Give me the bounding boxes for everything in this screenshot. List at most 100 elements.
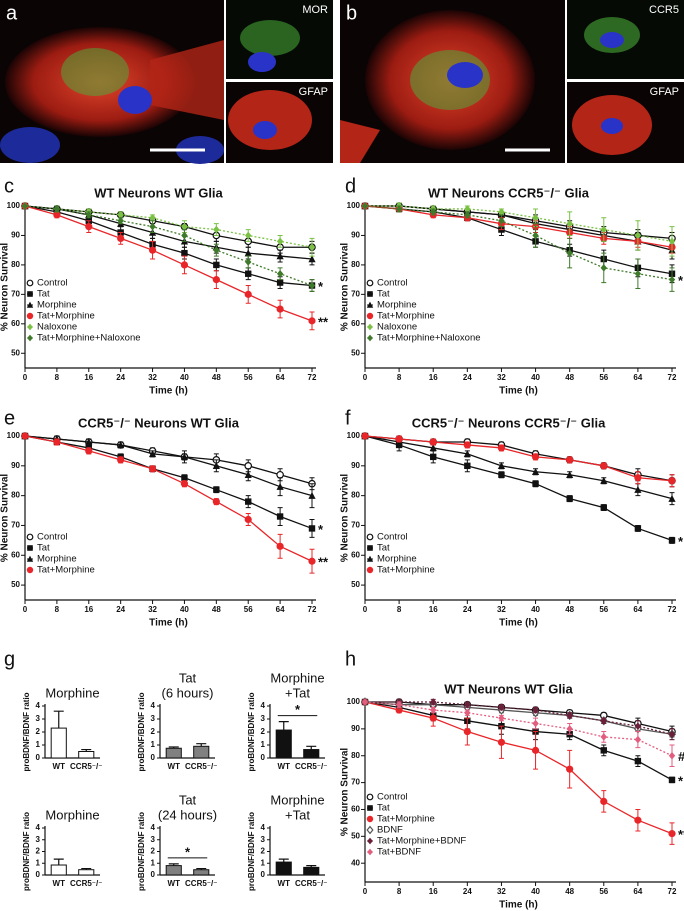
marker (566, 249, 573, 257)
marker (85, 438, 93, 446)
marker (180, 453, 189, 461)
chart-title: Tat (179, 792, 197, 807)
series-line (364, 205, 673, 281)
marker (53, 211, 61, 219)
legend-label: Tat+Morphine+Naloxone (377, 333, 481, 344)
significance-label: * (678, 273, 684, 288)
series-line (364, 435, 673, 500)
legend-marker (27, 334, 33, 342)
x-tick-label: 16 (429, 887, 438, 896)
y-tick-label: 40 (351, 858, 360, 867)
y-tick-label: 70 (11, 521, 20, 530)
marker (566, 711, 573, 720)
x-tick-label: 64 (633, 605, 642, 614)
series-line (24, 205, 313, 322)
legend-marker (26, 279, 34, 287)
y-tick-label: 90 (351, 724, 360, 733)
marker (213, 261, 220, 269)
x-axis-label: Time (h) (149, 386, 188, 397)
y-tick-label: 80 (351, 260, 360, 269)
y-tick-label: 0 (151, 870, 156, 879)
marker (276, 269, 284, 278)
marker (531, 467, 540, 475)
marker (430, 208, 437, 216)
x-tick-label: 8 (397, 887, 402, 896)
image-label: GFAP (650, 86, 679, 98)
legend-marker (26, 566, 34, 574)
legend-label: Control (37, 532, 68, 543)
marker (245, 498, 252, 505)
legend-label: Naloxone (37, 322, 77, 333)
significance-label: ** (318, 555, 329, 570)
marker (668, 237, 676, 246)
y-tick-label: 4 (36, 701, 41, 710)
marker (429, 444, 437, 452)
series-line (364, 701, 673, 781)
panel-label: f (345, 407, 351, 429)
marker (668, 730, 676, 739)
x-tick-label: 48 (565, 887, 574, 896)
x-tick-label: 8 (397, 605, 402, 614)
marker (464, 205, 471, 213)
marker (634, 525, 642, 532)
legend-label: Tat (377, 803, 390, 814)
legend-label: Morphine (377, 554, 417, 565)
y-tick-label: 4 (151, 701, 156, 710)
y-axis-label: proBDNF/BDNF ratio (22, 812, 31, 891)
y-tick-label: 70 (11, 289, 20, 298)
y-tick-label: 3 (36, 714, 41, 723)
y-tick-label: 90 (11, 461, 20, 470)
y-tick-label: 0 (36, 870, 41, 879)
x-tick-label: 64 (633, 887, 642, 896)
y-tick-label: 80 (351, 491, 360, 500)
marker (181, 231, 188, 240)
y-tick-label: 50 (351, 348, 360, 357)
marker (566, 495, 573, 502)
x-tick-label: WT (278, 879, 291, 888)
y-tick-label: 90 (351, 461, 360, 470)
marker (463, 441, 471, 449)
series-line (365, 701, 673, 735)
y-tick-label: 100 (7, 431, 21, 440)
x-tick-label: 56 (244, 605, 253, 614)
marker (532, 213, 539, 222)
y-tick-label: 3 (36, 835, 41, 844)
y-tick-label: 1 (36, 858, 41, 867)
x-tick-label: CCR5⁻/⁻ (295, 879, 327, 888)
x-tick-label: 32 (148, 373, 157, 382)
x-tick-label: 24 (116, 373, 125, 382)
series-line (24, 205, 313, 287)
legend-marker (366, 301, 374, 308)
marker (532, 231, 539, 240)
legend-marker (366, 825, 374, 835)
x-tick-label: 40 (180, 373, 189, 382)
chart-title: (6 hours) (161, 685, 213, 700)
y-tick-label: 100 (347, 201, 361, 210)
y-tick-label: 2 (36, 847, 41, 856)
y-axis-label: proBDNF/BDNF ratio (22, 692, 31, 771)
x-tick-label: 40 (531, 605, 540, 614)
series-line (364, 435, 673, 482)
series-line (364, 205, 673, 275)
bar (50, 864, 67, 876)
y-axis-label: proBDNF/BDNF ratio (137, 692, 146, 771)
y-tick-label: 50 (11, 348, 20, 357)
series-line (24, 205, 313, 287)
y-tick-label: 70 (351, 778, 360, 787)
marker (531, 746, 540, 754)
x-tick-label: WT (53, 879, 66, 888)
marker (276, 482, 284, 490)
marker (464, 462, 471, 470)
marker (430, 453, 437, 461)
marker (308, 281, 316, 290)
x-tick-label: 24 (463, 605, 472, 614)
chart-title: WT Neurons WT Glia (444, 681, 573, 696)
y-tick-label: 60 (11, 550, 20, 559)
legend-marker (366, 793, 374, 801)
y-tick-label: 0 (261, 753, 266, 762)
legend-label: Tat+Morphine (37, 565, 95, 576)
y-tick-label: 70 (351, 289, 360, 298)
y-tick-label: 50 (11, 580, 20, 589)
marker (117, 216, 124, 225)
image-panel-a (0, 0, 333, 164)
